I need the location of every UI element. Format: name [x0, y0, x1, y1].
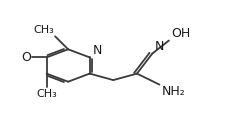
Text: NH₂: NH₂	[161, 85, 185, 98]
Text: N: N	[155, 40, 164, 53]
Text: OH: OH	[171, 27, 190, 40]
Text: O: O	[21, 51, 31, 64]
Text: CH₃: CH₃	[33, 25, 54, 35]
Text: CH₃: CH₃	[36, 89, 57, 99]
Text: N: N	[93, 44, 102, 57]
